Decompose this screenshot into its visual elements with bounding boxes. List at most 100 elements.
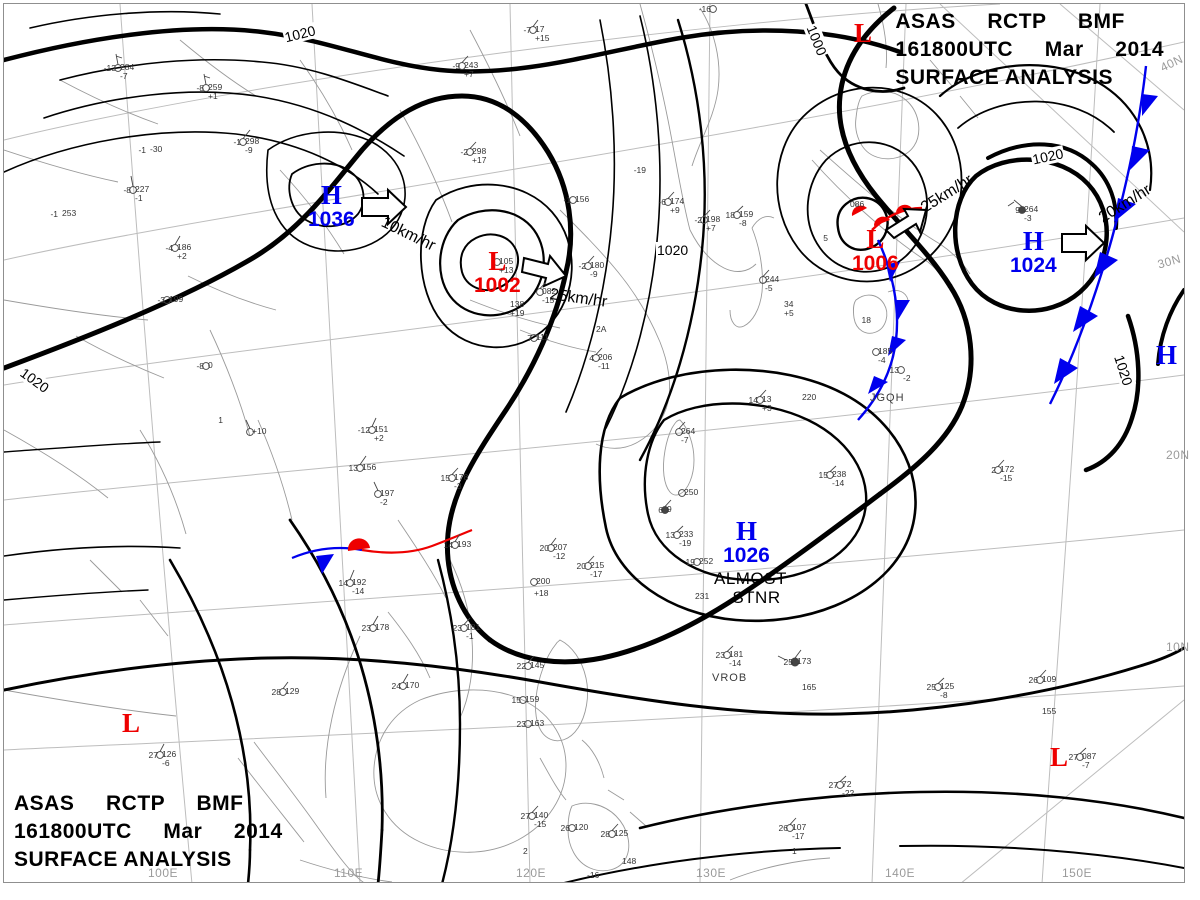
station-pressure: +10 bbox=[252, 426, 267, 436]
station-pressure: 148 bbox=[622, 856, 637, 866]
station-pressure: 105 bbox=[499, 256, 514, 266]
station-pressure: 181 bbox=[729, 649, 744, 659]
station-temperature: 23 bbox=[715, 650, 725, 660]
station-pressure: 72 bbox=[842, 779, 852, 789]
station-temperature: 14 bbox=[338, 578, 348, 588]
station-pressure: 220 bbox=[802, 392, 817, 402]
station-pressure: 174 bbox=[670, 196, 685, 206]
footer-line-3: SURFACE ANALYSIS bbox=[14, 848, 232, 871]
station-pressure: 151 bbox=[374, 424, 389, 434]
station-symbols-overcast bbox=[661, 206, 1026, 666]
station-temperature: -1 bbox=[138, 145, 146, 155]
low-glyph: L bbox=[488, 246, 507, 276]
station-dewpoint: -14 bbox=[729, 658, 742, 668]
header-line-2: 161800UTC Mar 2014 bbox=[895, 38, 1164, 61]
station-temperature: 18 bbox=[861, 315, 871, 325]
station-temperature: -9 bbox=[452, 61, 460, 71]
station-temperature: 13 bbox=[665, 530, 675, 540]
station-pressure: 170 bbox=[405, 680, 420, 690]
station-pressure: 227 bbox=[135, 184, 150, 194]
station-pressure: 253 bbox=[62, 208, 77, 218]
station-pressure: 155 bbox=[1042, 706, 1057, 716]
station-temperature: 15 bbox=[440, 473, 450, 483]
station-temperature: -12 bbox=[357, 425, 370, 435]
station-pressure: 129 bbox=[285, 686, 300, 696]
high-glyph: H bbox=[1156, 340, 1178, 370]
station-temperature: 5 bbox=[823, 233, 828, 243]
station-pressure: -16 bbox=[587, 870, 600, 880]
station-pressure: 0 bbox=[208, 360, 213, 370]
high-pressure-right-edge: H bbox=[1156, 342, 1177, 369]
station-temperature: 6 bbox=[658, 505, 663, 515]
station-pressure: 34 bbox=[784, 299, 794, 309]
station-dewpoint: +17 bbox=[472, 155, 487, 165]
station-dewpoint: -15 bbox=[542, 295, 555, 305]
high-pressure-1026: H 1026 ALMOST STNR bbox=[706, 518, 787, 607]
station-temperature: 14 bbox=[443, 540, 453, 550]
station-temperature: 15 bbox=[818, 470, 828, 480]
station-pressure: 259 bbox=[208, 82, 223, 92]
station-pressure: 163 bbox=[530, 718, 545, 728]
station-pressure: 186 bbox=[177, 242, 192, 252]
station-dewpoint: -11 bbox=[598, 361, 610, 371]
station-temperature: 28 bbox=[600, 829, 610, 839]
footer-title-block: ASAS RCTP BMF 161800UTC Mar 2014 SURFACE… bbox=[14, 790, 283, 874]
station-pressure: 199 bbox=[169, 294, 184, 304]
station-temperature: 13 bbox=[889, 365, 899, 375]
station-temperature: 25 bbox=[783, 657, 793, 667]
station-pressure: 243 bbox=[464, 60, 479, 70]
longitude-label-120E: 120E bbox=[516, 866, 547, 880]
station-pressure: 173 bbox=[797, 656, 812, 666]
station-pressure: 250 bbox=[684, 487, 699, 497]
station-temperature: 27 bbox=[828, 780, 838, 790]
station-temperature: 4 bbox=[589, 353, 594, 363]
station-pressure: 200 bbox=[536, 576, 551, 586]
station-dewpoint: -15 bbox=[1000, 473, 1013, 483]
motion-arrows bbox=[361, 187, 1106, 288]
station-dewpoint: -19 bbox=[679, 538, 692, 548]
station-pressure: 2 bbox=[523, 846, 528, 856]
cold-front-pacific bbox=[1048, 65, 1158, 405]
station-temperature: 27 bbox=[1068, 752, 1078, 762]
station-temperature: 24 bbox=[391, 681, 401, 691]
station-pressure: +18 bbox=[534, 588, 549, 598]
station-dewpoint: -8 bbox=[739, 218, 747, 228]
station-dewpoint: -15 bbox=[534, 819, 547, 829]
station-dewpoint: -22 bbox=[842, 788, 855, 798]
low-pressure-1006: L 1006 bbox=[852, 226, 899, 275]
station-temperature: 7 bbox=[527, 333, 532, 343]
latitude-label-20N: 20N bbox=[1166, 448, 1190, 462]
high-value: 1036 bbox=[308, 208, 355, 231]
footer-line-2: 161800UTC Mar 2014 bbox=[14, 820, 283, 843]
station-dewpoint: -6 bbox=[162, 758, 170, 768]
stationary-front-south bbox=[291, 528, 473, 574]
station-pressure: 233 bbox=[679, 529, 694, 539]
header-title-block: ASAS RCTP BMF 161800UTC Mar 2014 SURFACE… bbox=[895, 8, 1164, 92]
station-pressure: 192 bbox=[352, 577, 367, 587]
header-line-1: ASAS RCTP BMF bbox=[895, 10, 1125, 33]
high-pressure-1036: H 1036 bbox=[308, 182, 355, 231]
station-pressure: 126 bbox=[162, 749, 177, 759]
station-pressure: 140 bbox=[534, 810, 549, 820]
station-dewpoint: +2 bbox=[177, 251, 187, 261]
stationary-note-line1: ALMOST bbox=[714, 569, 787, 588]
longitude-label-150E: 150E bbox=[1062, 866, 1093, 880]
station-temperature: 25 bbox=[926, 682, 936, 692]
low-value: 1002 bbox=[474, 274, 521, 297]
station-temperature: 20 bbox=[576, 561, 586, 571]
station-dewpoint: -12 bbox=[553, 551, 566, 561]
station-dewpoint: +3 bbox=[762, 403, 772, 413]
high-value: 1026 bbox=[723, 544, 770, 567]
station-pressure: 231 bbox=[695, 591, 710, 601]
station-pressure: 086 bbox=[850, 199, 865, 209]
station-temperature: -19 bbox=[633, 165, 646, 175]
station-dewpoint: +19 bbox=[510, 308, 525, 318]
station-temperature: -1 bbox=[233, 137, 241, 147]
station-pressure: 206 bbox=[598, 352, 613, 362]
station-temperature: -3 bbox=[157, 295, 165, 305]
station-temperature: -2 bbox=[694, 215, 702, 225]
station-temperature: -1 bbox=[50, 209, 58, 219]
station-temperature: 20 bbox=[539, 543, 549, 553]
